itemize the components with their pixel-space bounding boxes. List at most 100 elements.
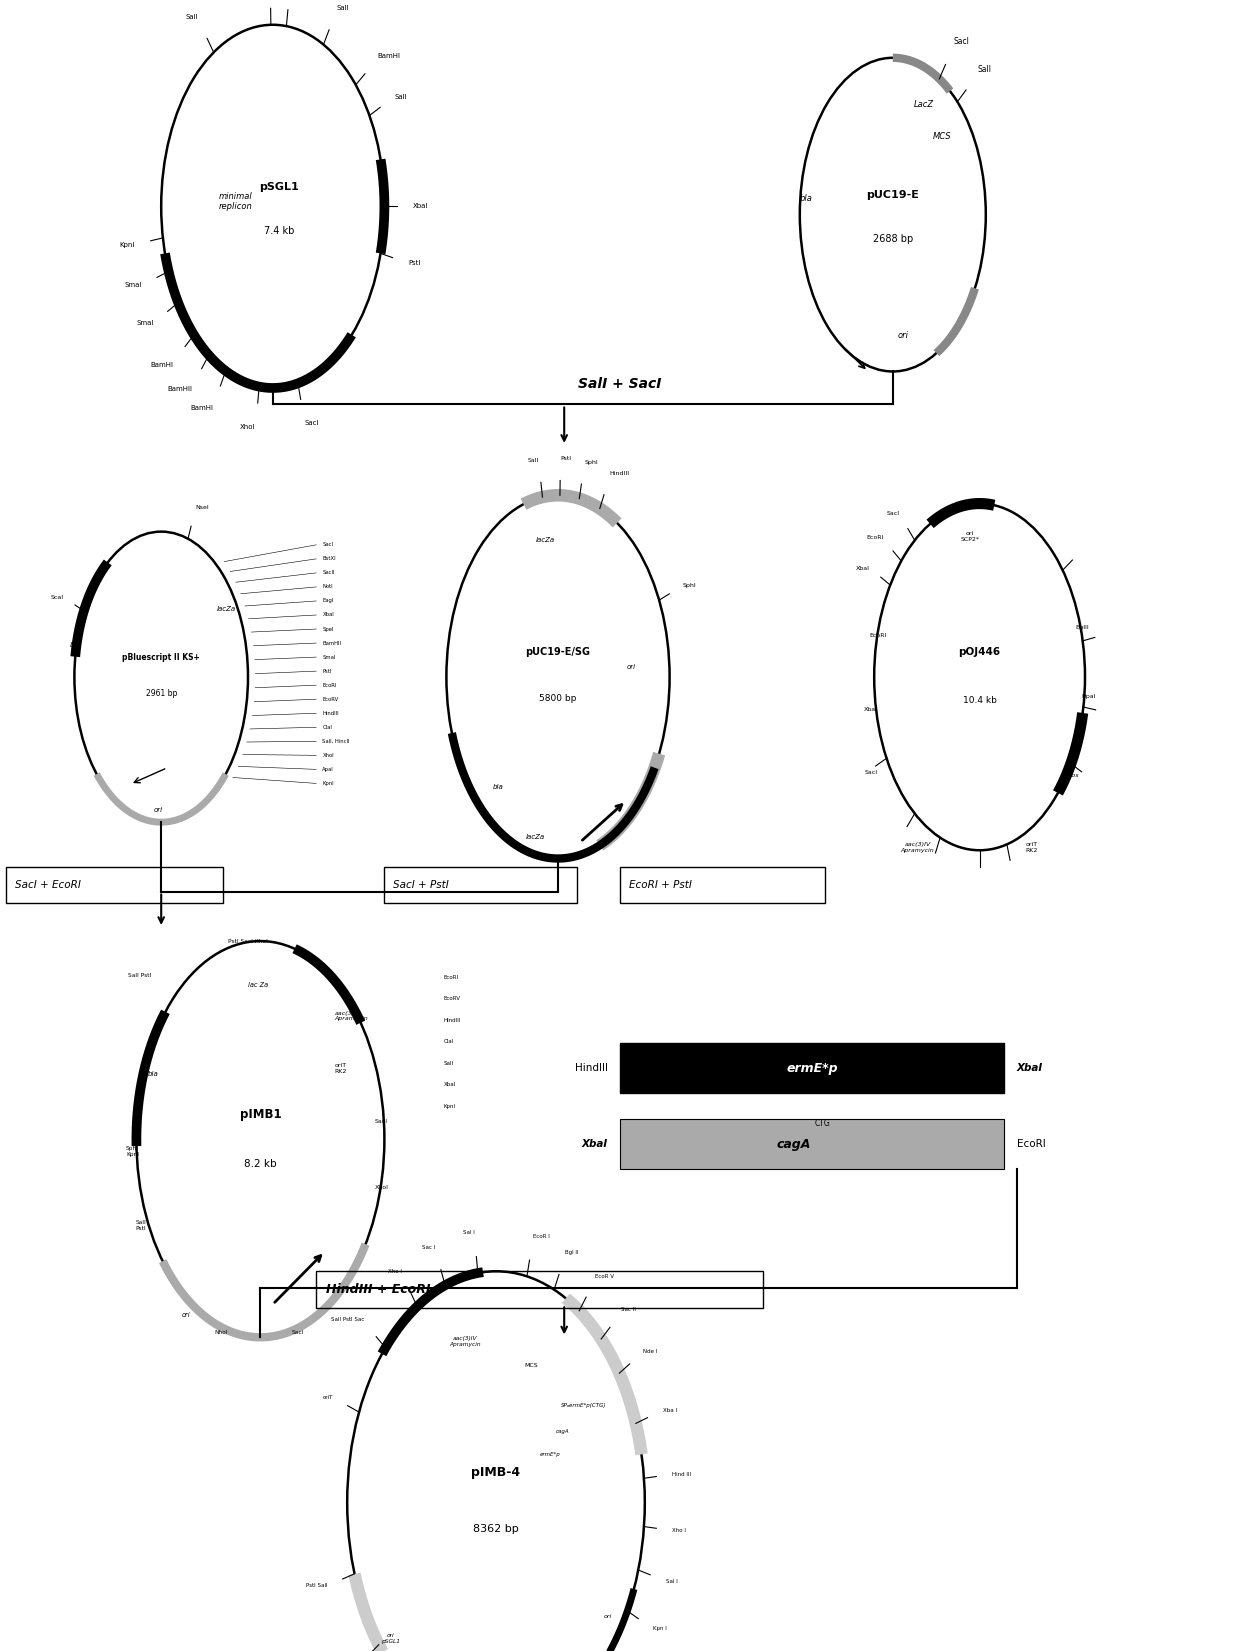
Bar [620,1043,1004,1093]
Text: aac(3)IV
Apramycin: aac(3)IV Apramycin [900,842,935,854]
Text: Nde I: Nde I [644,1349,657,1354]
Text: SacI + PstI: SacI + PstI [393,880,449,890]
Text: ClaI: ClaI [444,1038,454,1045]
Text: NotI: NotI [322,584,334,589]
Text: Hind III: Hind III [672,1471,692,1476]
Text: 8.2 kb: 8.2 kb [244,1159,277,1169]
Text: lacZa: lacZa [526,834,546,840]
Text: Xho I: Xho I [672,1529,687,1534]
Text: KpnI: KpnI [322,781,334,786]
Text: Kpn I: Kpn I [652,1626,666,1631]
Text: SacI: SacI [887,510,900,515]
Text: MCS: MCS [932,132,952,140]
Text: SphI: SphI [584,459,598,464]
Text: PstI: PstI [560,456,572,461]
Text: SacI: SacI [954,36,970,46]
Text: PstI: PstI [408,261,420,266]
Text: 2688 bp: 2688 bp [873,234,913,244]
Text: SphI
KpnI: SphI KpnI [126,1146,139,1157]
Text: EagI: EagI [322,598,334,604]
Text: NseI: NseI [195,505,208,510]
Text: Xho I: Xho I [388,1270,402,1275]
Text: HindIII: HindIII [444,1017,461,1024]
Text: cos: cos [1069,773,1079,779]
Text: ApaI: ApaI [322,766,334,773]
Text: pIMB-4: pIMB-4 [471,1466,521,1479]
Text: BamHII: BamHII [322,641,341,646]
Text: NhoI: NhoI [215,1331,227,1336]
Text: SalI
PstI: SalI PstI [135,1220,146,1232]
Text: SalI: SalI [186,15,198,20]
Text: XhoI: XhoI [322,753,334,758]
Text: bla: bla [148,1071,159,1078]
Bar [620,1119,1004,1169]
Text: BglII: BglII [1075,624,1089,631]
Text: 7.4 kb: 7.4 kb [264,226,294,236]
Text: oriT
RK2: oriT RK2 [1025,842,1038,854]
Text: SmaI: SmaI [124,282,143,287]
Text: Sal I: Sal I [666,1578,677,1583]
Text: Xba I: Xba I [662,1408,677,1413]
Text: 10.4 kb: 10.4 kb [962,695,997,705]
Text: ori
pSGL1: ori pSGL1 [381,1633,401,1644]
Text: lacZa: lacZa [536,537,556,543]
Text: LacZ: LacZ [914,101,934,109]
Text: SacI + EcoRI: SacI + EcoRI [15,880,81,890]
Text: EcoRV: EcoRV [444,996,461,1002]
Text: SacI: SacI [374,1119,388,1124]
Text: ermE*p: ermE*p [539,1453,560,1458]
Text: PstI: PstI [322,669,332,674]
Text: HindIII + EcoRI: HindIII + EcoRI [326,1283,430,1296]
Bar [620,867,825,903]
Text: aac(3)IV
Apramycin: aac(3)IV Apramycin [449,1336,481,1347]
Text: ori: ori [626,664,635,670]
Text: EcoRI: EcoRI [867,535,884,540]
Text: SalI: SalI [527,457,539,462]
Text: BamHI: BamHI [377,53,401,59]
Text: XhoI: XhoI [241,424,255,431]
Text: XbaI: XbaI [864,707,878,713]
Text: XbaI: XbaI [413,203,428,210]
Text: SacI: SacI [322,542,334,548]
Text: SPₐermE*p(CTG): SPₐermE*p(CTG) [560,1403,606,1408]
Text: ermE*p: ermE*p [786,1062,838,1075]
Text: CTG: CTG [815,1119,831,1128]
Text: Bgl II: Bgl II [565,1250,579,1255]
Text: SalI: SalI [394,94,407,99]
Text: EcoRI: EcoRI [869,632,887,639]
Text: SacII: SacII [322,570,335,576]
Text: ori: ori [182,1313,190,1319]
Text: cagA: cagA [776,1138,811,1151]
Text: bla: bla [494,784,503,791]
Bar [384,867,577,903]
Text: pSGL1: pSGL1 [259,182,299,192]
Text: ori: ori [898,332,908,340]
Text: SphI: SphI [683,583,697,588]
Text: PstI SacI XhoI: PstI SacI XhoI [228,939,268,944]
Text: ori: ori [604,1615,611,1620]
Text: EcoRI: EcoRI [322,682,337,688]
Text: SacI: SacI [864,769,878,776]
Text: oriT: oriT [322,1395,332,1400]
Text: pUC19-E/SG: pUC19-E/SG [526,647,590,657]
Text: BamHI: BamHI [151,362,174,368]
Text: SacI: SacI [291,1331,304,1336]
Text: pUC19-E: pUC19-E [867,190,919,200]
Text: ClaI: ClaI [322,725,332,730]
Bar [316,1271,763,1308]
Text: SalI PstI Sac: SalI PstI Sac [331,1317,365,1322]
Text: pIMB1: pIMB1 [239,1108,281,1121]
Text: SmaI: SmaI [136,320,154,325]
Text: EcoRI + PstI: EcoRI + PstI [629,880,692,890]
Text: SalI: SalI [336,5,348,10]
Text: Sal I: Sal I [463,1230,475,1235]
Text: Sac I: Sac I [422,1245,435,1250]
Text: Sac II: Sac II [621,1308,636,1313]
Text: 5800 bp: 5800 bp [539,693,577,703]
Text: HindIII: HindIII [322,710,339,717]
Text: KpnI: KpnI [119,241,135,248]
Text: XbaI: XbaI [322,613,334,617]
Text: ori: ori [154,807,164,814]
Text: pOJ446: pOJ446 [959,647,1001,657]
Text: 8362 bp: 8362 bp [474,1524,518,1534]
